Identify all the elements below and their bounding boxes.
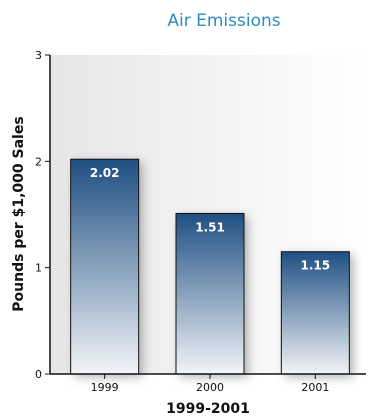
- y-tick-label-2: 2: [35, 155, 42, 168]
- y-tick-label-3: 3: [35, 49, 42, 62]
- bar-2001: [280, 251, 350, 375]
- chart-title: Air Emissions: [167, 11, 280, 31]
- x-tick-label-1999: 1999: [91, 381, 119, 394]
- bars-layer: 2.02 1.51 1.15: [70, 158, 354, 377]
- y-tick-label-0: 0: [35, 368, 42, 381]
- bar-1999: [70, 158, 140, 375]
- data-label-2000: 1.51: [195, 220, 225, 234]
- bar-2000: [175, 212, 245, 375]
- data-label-1999: 2.02: [90, 166, 120, 180]
- x-tick-label-2001: 2001: [301, 381, 329, 394]
- x-axis-label: 1999-2001: [166, 401, 250, 417]
- x-tick-label-2000: 2000: [196, 381, 224, 394]
- data-label-2001: 1.15: [301, 259, 331, 273]
- y-tick-label-1: 1: [35, 262, 42, 275]
- y-axis-label: Pounds per $1,000 Sales: [11, 116, 27, 311]
- axes-layer: 1999 2000 2001 0 1 2 3: [35, 49, 366, 394]
